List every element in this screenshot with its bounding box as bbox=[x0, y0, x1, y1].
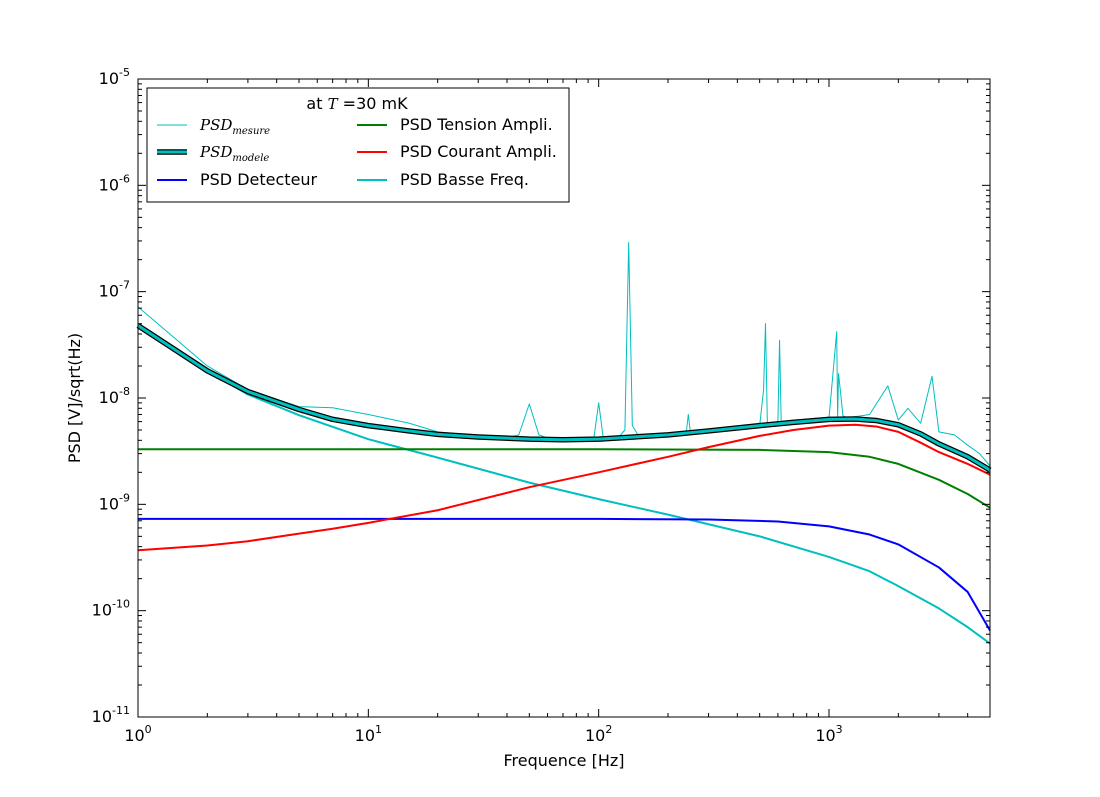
series-modele bbox=[136, 323, 992, 473]
x-axis-label: Frequence [Hz] bbox=[503, 751, 624, 770]
y-tick-label: 10-8 bbox=[99, 385, 130, 407]
ticks-layer bbox=[137, 78, 991, 718]
legend-label: PSD Detecteur bbox=[200, 170, 318, 189]
y-tick-label: 10-10 bbox=[92, 598, 130, 620]
y-tick-label: 10-9 bbox=[99, 491, 130, 513]
tick-labels-layer: 100 101 102 103 10-11 10-10 10-9 10-8 10-7 10-6 10… bbox=[92, 66, 843, 745]
y-tick-label: 10-7 bbox=[99, 279, 130, 301]
legend-entry-modele: PSDmodele bbox=[157, 143, 269, 164]
series-modele-line bbox=[137, 324, 991, 472]
legend-label: PSDmodele bbox=[199, 143, 269, 164]
legend-entry-basse: PSD Basse Freq. bbox=[357, 170, 529, 189]
legend-box bbox=[146, 87, 570, 203]
y-tick-label: 10-5 bbox=[99, 66, 130, 88]
legend-entry-mesure: PSDmesure bbox=[157, 116, 270, 137]
x-tick-label: 103 bbox=[815, 723, 842, 745]
x-tick-label: 100 bbox=[124, 723, 151, 745]
x-tick-label: 102 bbox=[585, 723, 612, 745]
legend-title: at T =30 mK bbox=[306, 94, 408, 113]
legend-label: PSD Courant Ampli. bbox=[400, 142, 557, 161]
legend-label: PSD Tension Ampli. bbox=[400, 115, 553, 134]
y-axis-label: PSD [V]/sqrt(Hz) bbox=[65, 333, 84, 463]
series-layer bbox=[136, 242, 992, 645]
y-tick-label: 10-6 bbox=[99, 172, 130, 194]
x-tick-label: 101 bbox=[355, 723, 382, 745]
series-tension-line bbox=[138, 448, 991, 509]
legend-entry-tension: PSD Tension Ampli. bbox=[357, 115, 553, 134]
series-courant-line bbox=[137, 423, 991, 552]
legend: at T =30 mK PSDmesure PSDmodele PSD Detecte… bbox=[146, 87, 570, 203]
legend-entry-detecteur: PSD Detecteur bbox=[157, 170, 318, 189]
series-basse-line bbox=[137, 325, 991, 645]
series-detecteur-line bbox=[138, 517, 991, 632]
legend-label: PSD Basse Freq. bbox=[400, 170, 529, 189]
y-tick-label: 10-11 bbox=[92, 704, 130, 726]
legend-label: PSDmesure bbox=[199, 116, 270, 137]
legend-entry-courant: PSD Courant Ampli. bbox=[357, 142, 557, 161]
